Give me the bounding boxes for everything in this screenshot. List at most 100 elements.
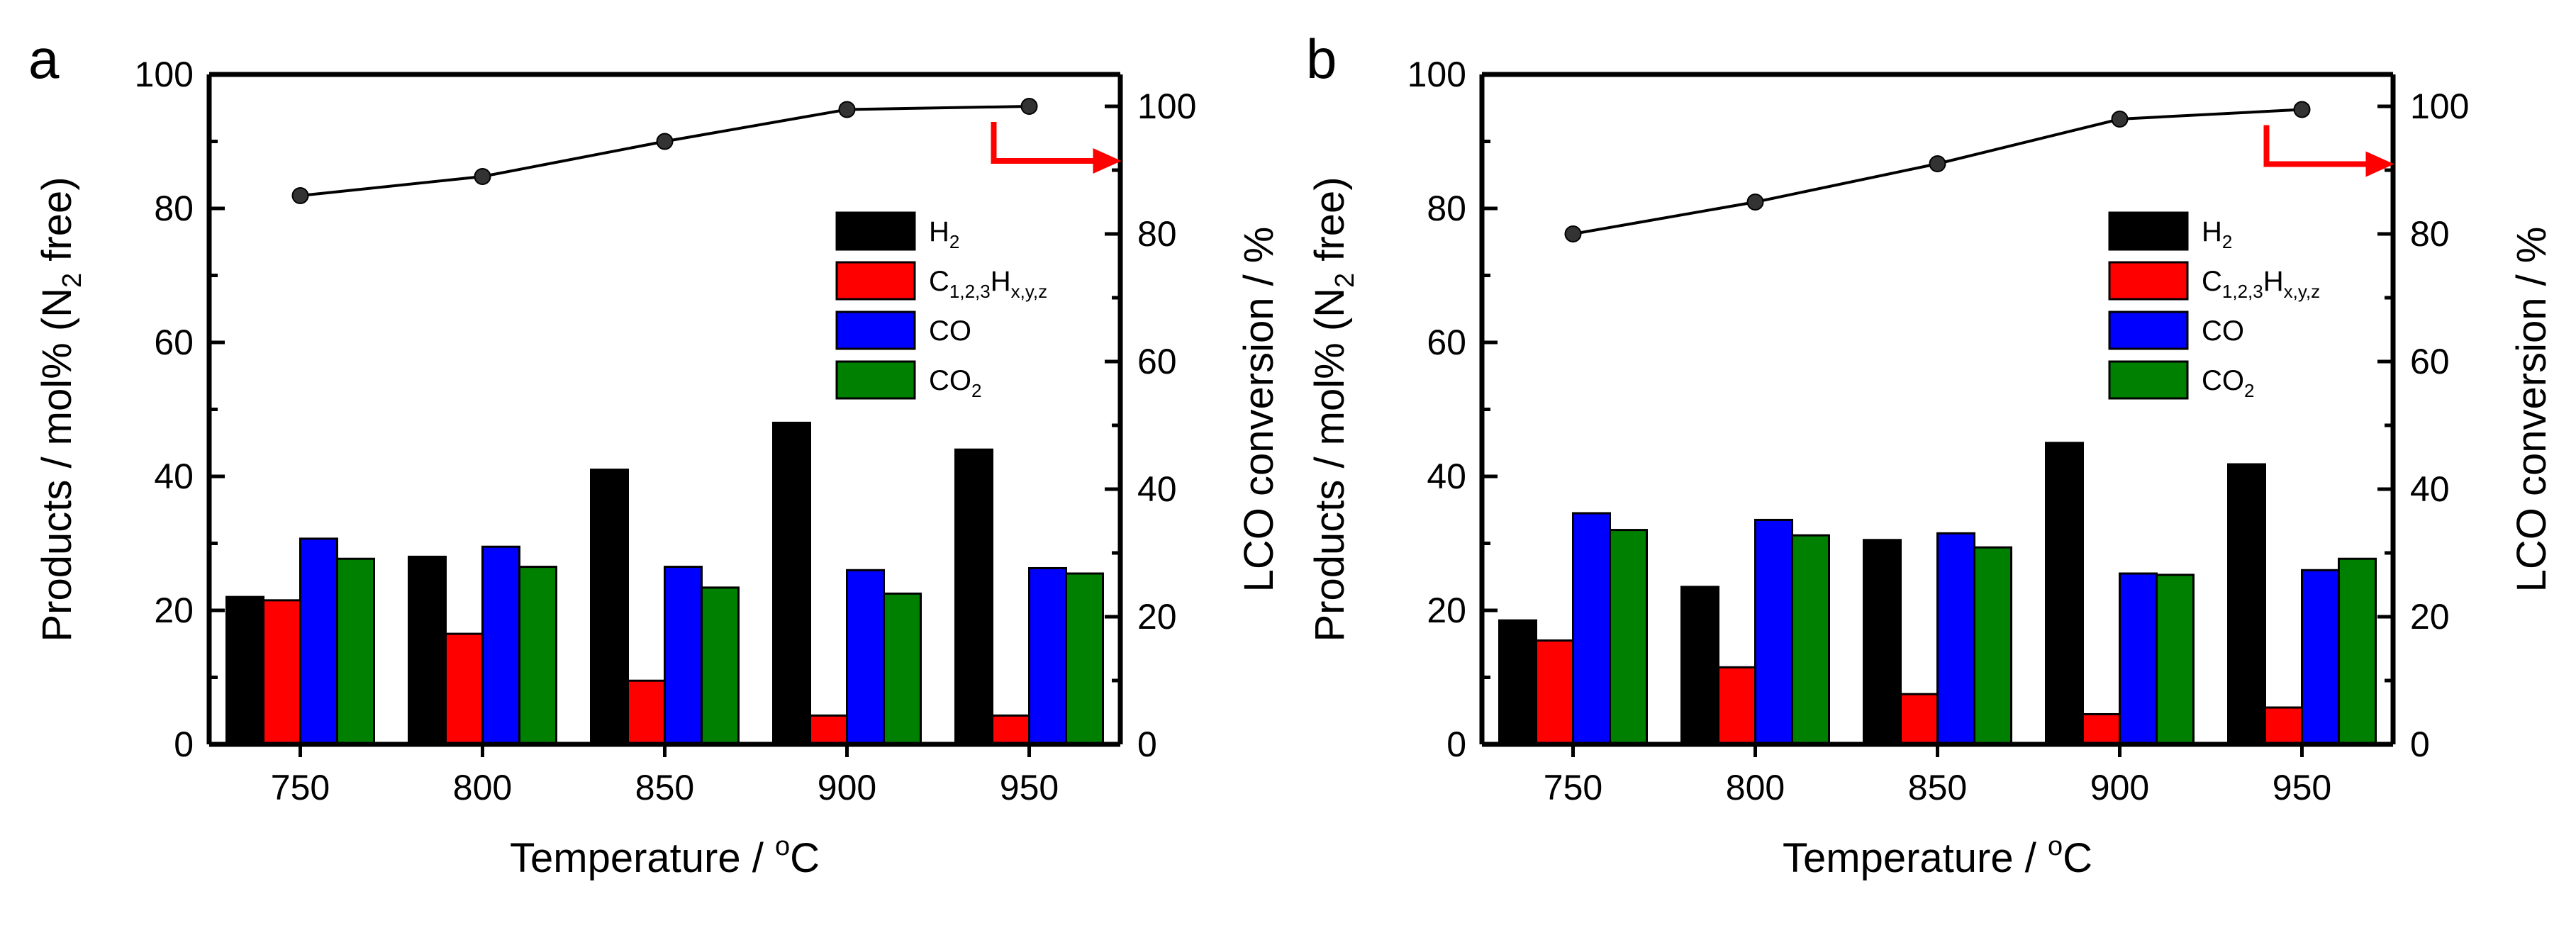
bar-CO2-800 — [1791, 534, 1830, 746]
bar-C123Hxyz-900 — [2082, 712, 2121, 746]
y-tick-label: 40 — [154, 457, 194, 496]
conversion-point-850 — [1929, 155, 1946, 172]
conversion-point-950 — [2293, 101, 2311, 118]
bar-C123Hxyz-850 — [627, 679, 666, 746]
x-tick-label: 900 — [818, 768, 876, 807]
legend-swatch-H2 — [2108, 211, 2189, 251]
conversion-point-800 — [1746, 194, 1764, 211]
bar-C123Hxyz-800 — [1717, 666, 1756, 746]
bar-CO2-950 — [1065, 572, 1104, 746]
x-axis-title: Temperature / oC — [1783, 832, 2092, 881]
y2-axis-title: LCO conversion / % — [2509, 227, 2555, 593]
bar-CO-950 — [1028, 566, 1067, 746]
legend-label-H2: H2 — [2202, 216, 2232, 252]
x-tick-label: 850 — [1908, 768, 1967, 807]
bar-H2-900 — [2045, 442, 2084, 746]
y-axis-title: Products / mol% (N2 free) — [34, 177, 87, 642]
bar-H2-850 — [590, 469, 629, 746]
bar-C123Hxyz-750 — [262, 599, 301, 746]
legend-swatch-CO2 — [2108, 360, 2189, 400]
x-tick-label: 750 — [1544, 768, 1602, 807]
bar-C123Hxyz-950 — [991, 714, 1030, 746]
bar-CO2-950 — [2338, 557, 2377, 746]
bar-H2-800 — [1680, 586, 1719, 746]
y-tick-label: 60 — [154, 323, 194, 362]
x-tick-label: 800 — [1726, 768, 1785, 807]
x-axis-title: Temperature / oC — [510, 832, 820, 881]
bar-H2-900 — [772, 421, 811, 746]
bar-CO2-750 — [336, 557, 375, 746]
bar-H2-950 — [954, 448, 993, 746]
panel-label: a — [28, 28, 60, 90]
y-tick-label: 0 — [1446, 724, 1466, 764]
y2-tick-label: 100 — [2410, 86, 2469, 126]
y2-axis-title: LCO conversion / % — [1236, 227, 1282, 593]
bar-C123Hxyz-950 — [2264, 706, 2303, 746]
chart-panel-b: b 0 20 40 60 80 100 0 20 40 60 80 100 750 800 850 900 950… — [1306, 28, 2555, 881]
conversion-line — [300, 105, 1030, 197]
bar-CO-800 — [481, 545, 520, 746]
y2-tick-label: 0 — [2410, 724, 2430, 764]
bar-H2-950 — [2227, 463, 2266, 746]
legend-swatch-CO — [835, 310, 916, 350]
bar-CO-750 — [299, 537, 338, 746]
bar-CO2-900 — [883, 592, 922, 746]
conversion-point-850 — [656, 133, 674, 150]
chart-panel-a: a 0 20 40 60 80 100 0 20 40 60 80 100 750 800 850 900 950… — [28, 28, 1282, 881]
bar-CO-850 — [1936, 532, 1975, 746]
y2-tick-label: 100 — [1137, 86, 1196, 126]
bar-H2-750 — [1498, 619, 1537, 746]
y2-tick-label: 80 — [1137, 214, 1177, 254]
conversion-point-950 — [1020, 98, 1038, 115]
bar-CO-900 — [2119, 572, 2158, 746]
conversion-point-750 — [1564, 225, 1582, 242]
y2-tick-label: 40 — [2410, 469, 2450, 509]
legend-swatch-C123Hxyz — [2108, 261, 2189, 301]
bar-CO-850 — [664, 566, 703, 746]
legend-label-CO2: CO2 — [2202, 365, 2254, 401]
legend-label-CO: CO — [2202, 315, 2244, 347]
bar-CO-900 — [846, 569, 885, 746]
bar-H2-850 — [1863, 539, 1902, 746]
y-tick-label: 100 — [1407, 55, 1466, 94]
conversion-point-800 — [474, 168, 491, 185]
legend-label-CO2: CO2 — [929, 365, 981, 401]
arrow-head — [2365, 151, 2394, 177]
arrow-to-right-axis — [2263, 125, 2373, 167]
arrow-to-right-axis — [991, 122, 1100, 164]
bar-CO2-900 — [2156, 573, 2195, 746]
x-tick-label: 900 — [2090, 768, 2149, 807]
y-tick-label: 40 — [1427, 457, 1466, 496]
bar-CO2-850 — [1973, 546, 2012, 746]
y2-tick-label: 60 — [1137, 342, 1177, 381]
legend-swatch-CO2 — [835, 360, 916, 400]
x-tick-label: 950 — [1000, 768, 1059, 807]
bar-CO-750 — [1572, 512, 1611, 746]
bar-CO-950 — [2301, 569, 2340, 746]
legend-swatch-H2 — [835, 211, 916, 251]
conversion-point-900 — [2111, 111, 2129, 128]
x-tick-label: 750 — [271, 768, 330, 807]
bar-H2-800 — [408, 555, 447, 746]
legend-label-H2: H2 — [929, 216, 959, 252]
y-tick-label: 100 — [135, 55, 194, 94]
legend-swatch-CO — [2108, 310, 2189, 350]
x-tick-label: 800 — [453, 768, 512, 807]
conversion-point-900 — [838, 101, 856, 118]
y-tick-label: 0 — [174, 724, 194, 764]
x-tick-label: 850 — [635, 768, 694, 807]
y2-tick-label: 80 — [2410, 214, 2450, 254]
bar-C123Hxyz-800 — [445, 632, 484, 746]
bar-CO2-750 — [1609, 529, 1648, 746]
legend-label-CO: CO — [929, 315, 971, 347]
y-axis-title: Products / mol% (N2 free) — [1307, 177, 1360, 642]
bar-C123Hxyz-900 — [809, 714, 848, 746]
bar-CO2-800 — [518, 566, 557, 746]
bar-C123Hxyz-750 — [1535, 639, 1574, 746]
bar-CO-800 — [1754, 518, 1793, 746]
y2-tick-label: 20 — [1137, 597, 1177, 637]
x-tick-label: 950 — [2273, 768, 2331, 807]
y-tick-label: 20 — [154, 591, 194, 630]
legend-label-C123Hxyz: C1,2,3Hx,y,z — [2202, 266, 2320, 302]
